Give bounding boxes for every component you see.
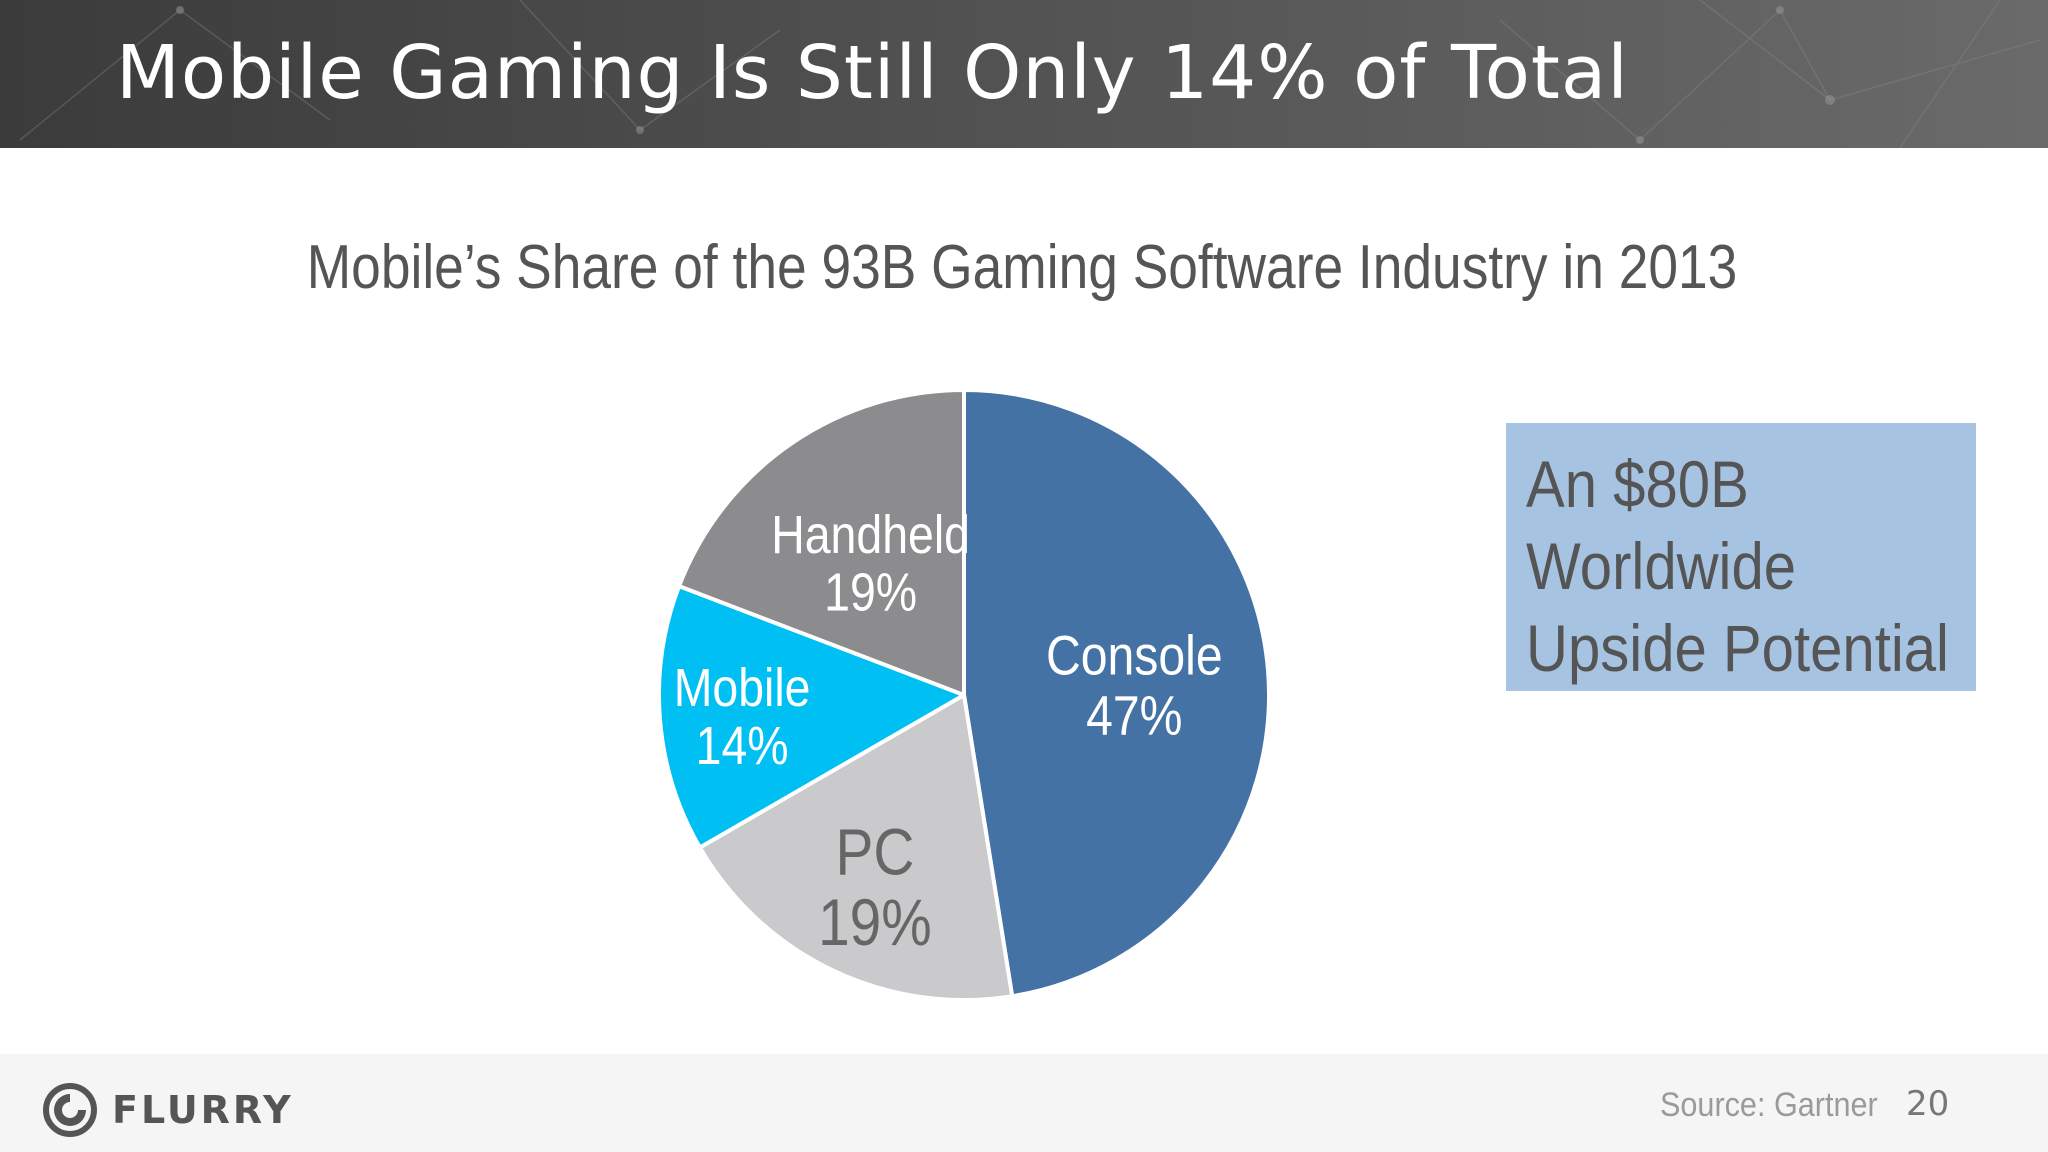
- network-pattern-decoration: [19, 0, 2041, 148]
- callout-line: An $80B: [1526, 447, 1749, 521]
- slice-name-label: Handheld: [771, 504, 970, 565]
- slice-name-label: Mobile: [674, 657, 811, 718]
- flurry-logo-icon: [43, 1083, 97, 1137]
- pie-slice-handheld: [677, 388, 966, 697]
- pie-slice-mobile: [657, 584, 966, 850]
- slice-name-label: PC: [835, 815, 914, 889]
- slide-title: Mobile Gaming Is Still Only 14% of Total: [116, 30, 1629, 116]
- callout-line: Upside Potential: [1526, 611, 1949, 685]
- flurry-logo-text: FLURRY: [112, 1088, 294, 1132]
- slice-value-label: 47%: [1086, 685, 1182, 747]
- pie-slice-pc: [697, 693, 1015, 1002]
- callout-line: Worldwide: [1526, 529, 1797, 603]
- footer-bar: [0, 1054, 2048, 1152]
- source-note: Source: Gartner: [1660, 1086, 1878, 1124]
- page-number: 20: [1906, 1084, 1950, 1124]
- chart-title: Mobile’s Share of the 93B Gaming Softwar…: [306, 233, 1738, 302]
- title-bar: Mobile Gaming Is Still Only 14% of Total: [0, 0, 2048, 148]
- slice-name-label: Console: [1046, 625, 1223, 687]
- slice-value-label: 19%: [818, 886, 932, 960]
- pie-slice-console: [962, 388, 1271, 999]
- slice-value-label: 19%: [824, 561, 917, 622]
- callout-box: An $80B Worldwide Upside Potential: [1506, 423, 1976, 691]
- slice-value-label: 14%: [696, 715, 789, 776]
